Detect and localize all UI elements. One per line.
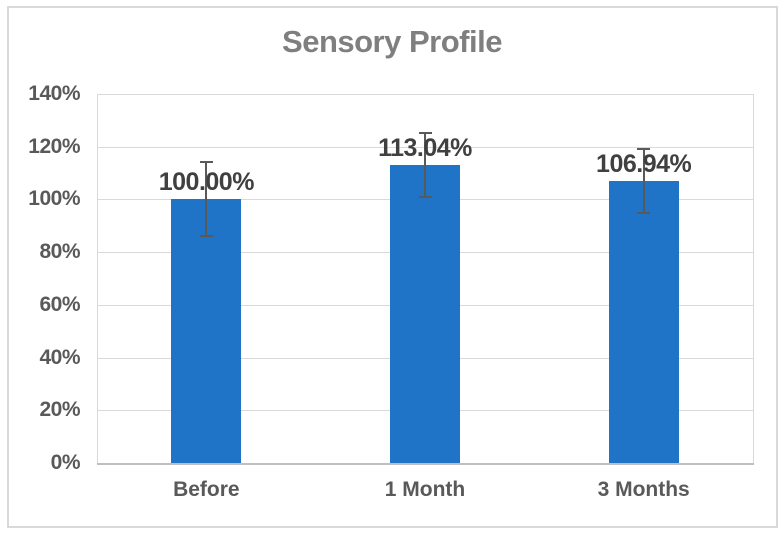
bar-data-label: 100.00% bbox=[158, 168, 255, 197]
y-axis-tick-label: 100% bbox=[28, 187, 80, 211]
error-bar-cap bbox=[418, 195, 432, 198]
chart-title: Sensory Profile bbox=[282, 24, 502, 59]
error-bar-cap bbox=[637, 148, 651, 151]
error-bar bbox=[424, 132, 426, 198]
x-axis-category-label: 3 Months bbox=[597, 478, 690, 501]
error-bar-cap bbox=[637, 211, 651, 214]
bar-data-label: 106.94% bbox=[596, 150, 692, 179]
x-axis-category-label: Before bbox=[173, 478, 240, 501]
bar bbox=[171, 199, 242, 463]
y-axis-tick-label: 40% bbox=[39, 345, 80, 369]
plot-area-border bbox=[753, 94, 754, 463]
y-axis-tick-label: 140% bbox=[28, 82, 80, 105]
y-axis-tick-label: 80% bbox=[39, 240, 80, 264]
x-axis-category-label: 1 Month bbox=[384, 478, 466, 501]
y-axis-tick-label: 120% bbox=[28, 134, 80, 158]
error-bar-cap bbox=[199, 161, 213, 164]
error-bar-cap bbox=[199, 235, 213, 238]
gridline bbox=[97, 94, 753, 95]
bar bbox=[390, 165, 460, 463]
error-bar-cap bbox=[418, 132, 432, 135]
error-bar bbox=[642, 148, 645, 214]
plot-area-border bbox=[97, 94, 98, 463]
error-bar bbox=[205, 161, 208, 238]
bar bbox=[608, 181, 679, 463]
y-axis-tick-label: 20% bbox=[39, 398, 80, 422]
y-axis-tick-label: 0% bbox=[50, 451, 81, 474]
bar-data-label: 113.04% bbox=[378, 134, 472, 163]
x-axis-line bbox=[97, 463, 754, 465]
y-axis-tick-label: 60% bbox=[39, 292, 80, 316]
